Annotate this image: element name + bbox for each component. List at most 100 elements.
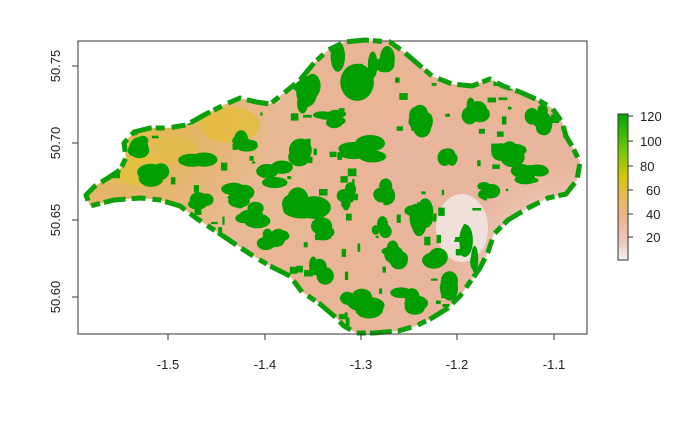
- woodland-speck: [430, 278, 438, 281]
- woodland-patch: [342, 146, 370, 158]
- woodland-speck: [346, 213, 352, 221]
- woodland-speck: [369, 300, 372, 310]
- woodland-speck: [345, 317, 350, 326]
- woodland-patch: [373, 187, 388, 202]
- woodland-patch: [421, 112, 433, 131]
- woodland-speck: [399, 93, 408, 100]
- x-tick-label: -1.5: [157, 357, 179, 372]
- woodland-speck: [383, 199, 389, 206]
- woodland-speck: [260, 112, 263, 116]
- woodland-patch: [524, 108, 540, 125]
- woodland-speck: [340, 176, 348, 183]
- woodland-speck: [455, 249, 462, 256]
- woodland-speck: [416, 202, 425, 211]
- woodland-speck: [221, 162, 228, 171]
- woodland-speck: [287, 176, 292, 180]
- woodland-speck: [436, 234, 441, 244]
- woodland-speck: [249, 156, 254, 161]
- woodland-patch: [346, 70, 367, 87]
- y-tick-label: 50.75: [48, 50, 63, 83]
- woodland-speck: [396, 126, 403, 131]
- woodland-speck: [222, 216, 225, 225]
- woodland-patch: [405, 295, 421, 315]
- woodland-speck: [232, 143, 238, 150]
- woodland-speck: [496, 131, 504, 137]
- woodland-patch: [317, 268, 327, 279]
- woodland-speck: [344, 271, 349, 280]
- woodland-patch: [232, 135, 250, 147]
- x-tick-label: -1.4: [254, 357, 276, 372]
- woodland-speck: [352, 179, 355, 186]
- woodland-speck: [140, 179, 144, 182]
- woodland-patch: [137, 135, 149, 146]
- woodland-speck: [441, 189, 445, 196]
- woodland-speck: [347, 168, 357, 177]
- woodland-speck: [289, 266, 298, 274]
- woodland-patch: [188, 198, 207, 210]
- woodland-speck: [294, 189, 302, 193]
- woodland-speck: [382, 266, 386, 273]
- woodland-speck: [338, 314, 346, 320]
- woodland-speck: [319, 189, 328, 196]
- woodland-speck: [308, 213, 311, 219]
- woodland-patch: [256, 164, 279, 179]
- woodland-speck: [338, 108, 345, 111]
- woodland-speck: [487, 97, 496, 103]
- woodland-speck: [435, 300, 441, 304]
- woodland-patch: [466, 97, 475, 113]
- x-axis: -1.5 -1.4 -1.3 -1.2 -1.1: [157, 333, 565, 372]
- legend-tick-label: 20: [646, 230, 660, 245]
- woodland-speck: [194, 207, 202, 215]
- woodland-speck: [455, 237, 464, 241]
- woodland-speck: [379, 288, 383, 294]
- woodland-speck: [445, 113, 450, 117]
- y-tick-label: 50.60: [48, 281, 63, 314]
- woodland-speck: [383, 225, 386, 232]
- woodland-speck: [270, 240, 279, 243]
- woodland-speck: [347, 91, 351, 96]
- woodland-speck: [303, 242, 308, 248]
- woodland-patch: [313, 111, 332, 119]
- woodland-speck: [501, 116, 507, 125]
- woodland-speck: [237, 202, 243, 209]
- woodland-patch: [127, 145, 138, 156]
- woodland-speck: [363, 301, 366, 310]
- woodland-patch: [336, 189, 351, 203]
- woodland-patch: [261, 177, 288, 188]
- legend-tick-label: 100: [640, 134, 662, 149]
- woodland-speck: [357, 290, 361, 295]
- x-tick-label: -1.2: [446, 357, 468, 372]
- woodland-speck: [341, 248, 347, 257]
- woodland-patch: [346, 291, 374, 311]
- woodland-speck: [395, 77, 400, 83]
- woodland-patch: [470, 253, 479, 270]
- woodland-speck: [515, 169, 520, 175]
- woodland-speck: [346, 187, 352, 191]
- woodland-speck: [329, 151, 337, 158]
- woodland-speck: [441, 291, 448, 299]
- woodland-speck: [492, 164, 500, 169]
- woodland-patch: [379, 46, 395, 73]
- woodland-speck: [432, 252, 436, 260]
- woodland-speck: [297, 153, 307, 161]
- woodland-patch: [367, 51, 378, 79]
- woodland-speck: [351, 193, 358, 201]
- woodland-speck: [454, 239, 461, 242]
- legend-tick-label: 60: [646, 183, 660, 198]
- woodland-speck: [315, 235, 322, 241]
- woodland-speck: [424, 236, 431, 246]
- woodland-patch: [459, 241, 470, 257]
- y-tick-label: 50.70: [48, 127, 63, 160]
- woodland-patch: [377, 216, 388, 232]
- woodland-speck: [396, 214, 401, 223]
- woodland-speck: [478, 128, 485, 134]
- woodland-speck: [357, 243, 361, 252]
- woodland-patch: [522, 165, 536, 180]
- woodland-speck: [290, 113, 299, 121]
- woodland-speck: [414, 307, 417, 311]
- legend-tick-label: 40: [646, 207, 660, 222]
- legend-tick-label: 80: [640, 159, 654, 174]
- x-tick-label: -1.3: [350, 357, 372, 372]
- woodland-speck: [483, 193, 487, 201]
- woodland-speck: [411, 123, 415, 131]
